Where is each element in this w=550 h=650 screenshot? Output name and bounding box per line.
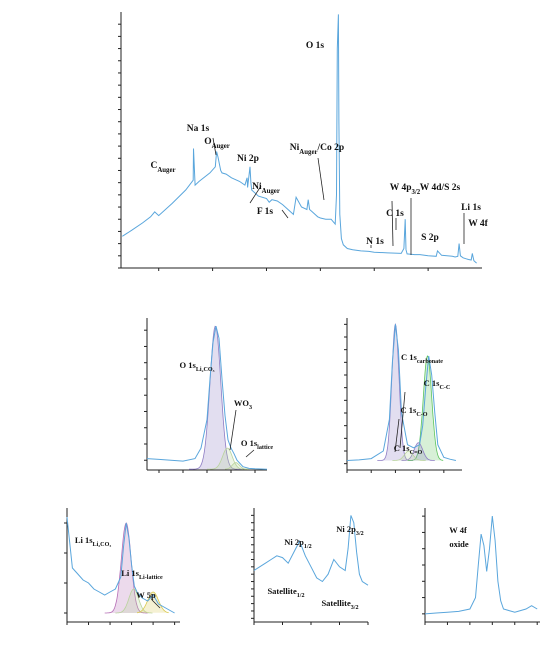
panel-f-w4f: W 4f oxide bbox=[422, 508, 540, 625]
peak-annotation: Satellite1/2 bbox=[267, 586, 304, 599]
panel-d-li1s: Li 1sLi₂CO₃ Li 1sLi-lattice W 5p bbox=[64, 508, 180, 625]
peak-annotation: F 1s bbox=[257, 207, 274, 217]
peak-annotation: NiAuger/Co 2p bbox=[290, 143, 344, 156]
peak-annotation: S 2p bbox=[421, 233, 439, 243]
w5p-fit bbox=[136, 591, 169, 614]
peak-annotation: W 4d/S 2s bbox=[420, 183, 461, 193]
annotation-leader bbox=[394, 418, 400, 453]
peak-annotation: C 1sC=O bbox=[394, 443, 423, 456]
annotation-leader bbox=[229, 409, 237, 451]
peak-annotation: W 4f bbox=[468, 219, 488, 229]
peak-annotation: WO3 bbox=[234, 398, 252, 411]
annotation-leader bbox=[245, 449, 255, 458]
panel-c-c1s: C 1scarbonate C 1sC-C C 1sC-O C 1sC=O bbox=[344, 318, 462, 473]
peak-annotation: O 1slattice bbox=[241, 438, 274, 451]
annotation-leader bbox=[399, 391, 406, 449]
peak-annotation: Li 1sLi-lattice bbox=[121, 568, 163, 581]
spectrum-line bbox=[346, 324, 457, 461]
peak-annotation: W 5p bbox=[136, 590, 156, 600]
panel-a-survey: O 1s Na 1s OAuger CAuger Ni 2p NiAuger/Co 2p N… bbox=[118, 12, 489, 271]
peak-annotation: C 1sC-O bbox=[400, 405, 427, 418]
peak-annotation: W 4f bbox=[449, 525, 467, 535]
spectrum-line bbox=[66, 516, 175, 614]
panel-b-o1s: O 1sLi₂CO₃ WO3 O 1slattice bbox=[144, 318, 273, 473]
peak-annotation: OAuger bbox=[204, 137, 230, 150]
annotation-leader bbox=[249, 185, 262, 204]
peak-annotation: O 1sLi₂CO₃ bbox=[180, 360, 215, 373]
spectrum-line bbox=[146, 325, 268, 470]
peak-annotation: W 4p3/2 bbox=[390, 183, 421, 196]
annotation-leader bbox=[212, 137, 217, 156]
peak-annotation: C 1scarbonate bbox=[401, 352, 443, 365]
c1s-co-fit bbox=[401, 442, 435, 461]
spectrum-line bbox=[424, 516, 538, 615]
c1s-cc-fit bbox=[407, 355, 444, 461]
spectrum-line bbox=[253, 515, 369, 586]
peak-annotation: O 1s bbox=[306, 41, 325, 51]
panel-e-ni2p: Ni 2p3/2 Ni 2p1/2 Satellite1/2 Satellite3/2 bbox=[251, 508, 369, 625]
annotation-leader bbox=[151, 599, 161, 609]
peak-annotation: Li 1sLi₂CO₃ bbox=[75, 535, 111, 548]
c1s-carbonate-fit bbox=[377, 322, 413, 461]
peak-annotation: oxide bbox=[449, 539, 469, 549]
annotation-leader bbox=[391, 200, 394, 247]
o1s-lattice-fit bbox=[225, 462, 249, 470]
li1s-lattice-fit bbox=[115, 588, 153, 614]
peak-annotation: Li 1s bbox=[461, 203, 481, 213]
peak-annotation: CAuger bbox=[150, 161, 175, 174]
peak-annotation: Ni 2p1/2 bbox=[284, 537, 311, 550]
peak-annotation: Na 1s bbox=[187, 124, 210, 134]
peak-annotation: Satellite3/2 bbox=[321, 598, 358, 611]
annotation-leader bbox=[281, 209, 289, 219]
wo3-fit bbox=[207, 447, 249, 470]
spectrum-line bbox=[122, 14, 477, 264]
peak-annotation: Ni 2p3/2 bbox=[336, 524, 363, 537]
c1s-c=o-fit bbox=[392, 450, 426, 461]
peak-annotation: Ni 2p bbox=[237, 154, 259, 164]
peak-annotation: C 1s bbox=[386, 209, 404, 219]
peak-annotation: C 1sC-C bbox=[424, 378, 451, 391]
peak-annotation: N 1s bbox=[366, 237, 384, 247]
peak-annotation: NiAuger bbox=[252, 182, 280, 195]
annotation-leader bbox=[317, 157, 325, 201]
